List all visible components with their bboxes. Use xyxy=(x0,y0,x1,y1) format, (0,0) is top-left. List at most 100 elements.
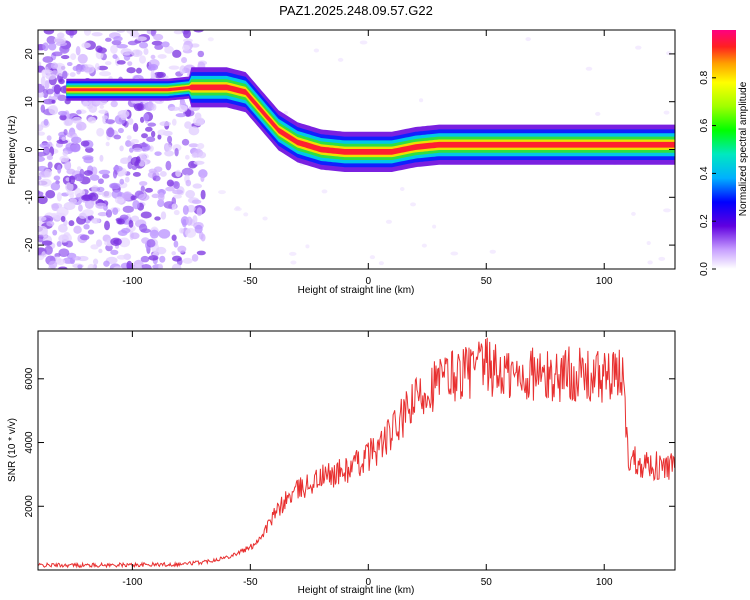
spectrogram-noise-cell xyxy=(138,142,148,148)
snr-xtick-label: 50 xyxy=(481,577,493,588)
spectrogram-noise-cell xyxy=(55,41,68,47)
spectrogram-ytick-label: -20 xyxy=(24,237,35,252)
spectrogram-noise-cell xyxy=(62,150,69,157)
spectrogram-noise-cell xyxy=(128,147,134,153)
spectrogram-noise-cell xyxy=(173,194,182,199)
spectrogram-noise-cell xyxy=(120,159,129,164)
spectrogram-noise-cell xyxy=(174,147,179,157)
spectrogram-noise-cell xyxy=(171,263,182,269)
spectrogram-noise-cell xyxy=(140,255,150,263)
spectrogram-noise-cell xyxy=(193,160,205,165)
spectrogram-noise-cell xyxy=(72,65,80,72)
spectrogram-noise-cell xyxy=(105,37,112,42)
spectrogram-noise-cell xyxy=(313,48,320,53)
spectrogram-noise-cell xyxy=(385,219,393,224)
spectrogram-noise-cell xyxy=(132,200,140,210)
spectrogram-noise-cell xyxy=(595,111,601,116)
spectrogram-noise-cell xyxy=(38,156,46,162)
spectrogram-xtick-label: 50 xyxy=(481,276,493,287)
spectrogram-noise-cell xyxy=(130,232,140,240)
spectrogram-noise-cell xyxy=(94,63,100,71)
spectrogram-noise-cell xyxy=(128,219,134,228)
spectrogram-noise-cell xyxy=(110,100,118,108)
spectrogram-noise-cell xyxy=(192,116,205,127)
spectrogram-noise-cell xyxy=(102,190,112,199)
spectrogram-noise-cell xyxy=(38,65,42,71)
spectrogram-noise-cell xyxy=(369,255,376,260)
spectrogram-noise-cell xyxy=(105,209,113,218)
spectrogram-noise-cell xyxy=(83,156,94,164)
spectrogram-noise-cell xyxy=(118,237,131,248)
spectrogram-noise-cell xyxy=(133,103,144,112)
spectrogram-noise-cell xyxy=(119,214,129,220)
spectrogram-noise-cell xyxy=(139,55,146,64)
spectrogram-noise-cell xyxy=(73,225,82,234)
spectrogram-noise-cell xyxy=(78,212,87,219)
spectrogram-noise-cell xyxy=(166,179,174,187)
spectrogram-noise-cell xyxy=(631,211,636,216)
spectrogram-noise-cell xyxy=(78,204,83,212)
spectrogram-noise-cell xyxy=(112,169,118,179)
spectrogram-noise-cell xyxy=(140,263,152,269)
spectrogram-noise-cell xyxy=(117,127,124,134)
snr-xtick-label: -50 xyxy=(243,577,258,588)
spectrogram-xtick-label: -100 xyxy=(122,276,142,287)
spectrogram-noise-cell xyxy=(99,71,112,77)
spectrogram-noise-cell xyxy=(130,195,137,201)
snr-ylabel: SNR (10 * v/v) xyxy=(7,418,18,482)
spectrogram-noise-cell xyxy=(68,220,75,227)
spectrogram-noise-cell xyxy=(148,255,159,261)
spectrogram-noise-cell xyxy=(38,216,47,222)
spectrogram-noise-cell xyxy=(161,41,170,48)
spectrogram-noise-cell xyxy=(585,66,593,71)
spectrogram-noise-cell xyxy=(126,67,136,74)
snr-ytick-label: 6000 xyxy=(24,367,35,390)
spectrogram-noise-cell xyxy=(116,254,128,260)
snr-series-line xyxy=(38,337,675,569)
spectrogram-noise-cell xyxy=(130,139,140,144)
spectrogram-noise-cell xyxy=(175,113,187,118)
spectrogram-noise-cell xyxy=(172,255,182,262)
spectrogram-noise-cell xyxy=(135,49,140,56)
spectrogram-noise-cell xyxy=(410,202,417,207)
spectrogram-noise-cell xyxy=(127,61,133,67)
spectrogram-noise-cell xyxy=(59,114,67,121)
spectrogram-noise-cell xyxy=(132,147,143,153)
spectrogram-noise-cell xyxy=(72,256,82,261)
spectrogram-noise-cell xyxy=(191,43,200,48)
spectrogram-noise-cell xyxy=(233,207,242,212)
spectrogram-noise-cell xyxy=(121,227,131,234)
spectrogram-noise-cell xyxy=(157,134,162,140)
spectrogram-noise-cell xyxy=(283,110,289,115)
spectrogram-noise-cell xyxy=(56,192,62,202)
spectrogram-noise-cell xyxy=(140,228,151,234)
figure-title: PAZ1.2025.248.09.57.G22 xyxy=(279,3,433,18)
spectrogram-noise-cell xyxy=(46,35,57,45)
spectrogram-noise-cell xyxy=(119,145,124,152)
spectrogram-noise-cell xyxy=(38,175,42,181)
spectrogram-noise-cell xyxy=(76,166,82,171)
spectrogram-noise-cell xyxy=(45,73,57,80)
spectrogram-noise-cell xyxy=(41,240,53,246)
spectrogram-noise-cell xyxy=(56,206,69,217)
spectrogram-noise-cell xyxy=(150,54,156,60)
spectrogram-noise-cell xyxy=(143,48,149,56)
spectrogram-noise-cell xyxy=(185,179,192,187)
spectrogram-noise-cell xyxy=(173,209,180,216)
spectrogram-noise-cell xyxy=(147,122,157,127)
spectrogram-noise-cell xyxy=(66,168,76,175)
spectrogram-noise-cell xyxy=(53,175,61,181)
spectrogram-noise-cell xyxy=(87,263,95,269)
spectrogram-noise-cell xyxy=(51,203,60,211)
spectrogram-noise-cell xyxy=(83,170,93,176)
spectrogram-noise-cell xyxy=(421,243,427,248)
spectrogram-noise-cell xyxy=(185,154,190,160)
spectrogram-noise-cell xyxy=(48,42,57,51)
spectrogram-noise-cell xyxy=(56,32,65,39)
spectrogram-noise-cell xyxy=(68,175,76,185)
spectrogram-noise-cell xyxy=(185,227,197,238)
spectrogram-noise-cell xyxy=(75,121,87,131)
spectrogram-noise-cell xyxy=(116,30,126,33)
spectrogram-noise-cell xyxy=(154,44,164,50)
spectrogram-noise-cell xyxy=(60,215,66,222)
